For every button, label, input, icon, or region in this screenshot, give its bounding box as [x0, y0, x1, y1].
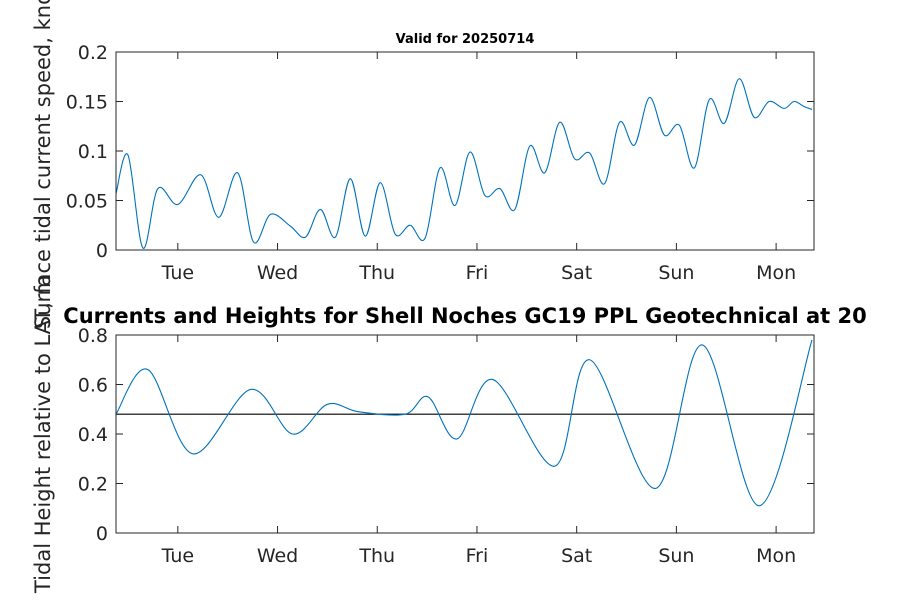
x-tick-label: Sat — [561, 545, 592, 567]
x-tick-label: Tue — [161, 262, 194, 284]
x-tick-label: Sun — [658, 262, 694, 284]
x-tick-label: Wed — [257, 262, 298, 284]
current-speed-line — [115, 78, 813, 249]
x-tick-label: Wed — [257, 545, 298, 567]
y-tick-label: 0.2 — [78, 42, 108, 64]
tidal-height-line — [115, 339, 813, 507]
y-tick-label: 0.4 — [78, 424, 108, 446]
x-tick-label: Fri — [466, 262, 489, 284]
y-tick-label: 0.15 — [66, 92, 108, 114]
x-tick-label: Mon — [756, 262, 796, 284]
current-speed-panel: Valid for 20250714 0 0.05 0.1 0.15 0.2 Tue We… — [66, 32, 815, 284]
axes-box — [115, 334, 815, 534]
chart-title-current-speed: Valid for 20250714 — [396, 32, 535, 47]
chart-title-tidal-height: Currents and Heights for Shell Noches GC… — [63, 304, 866, 328]
x-tick-label: Mon — [756, 545, 796, 567]
x-tick-labels: Tue Wed Thu Fri Sat Sun Mon — [161, 335, 796, 567]
x-tick-label: Sat — [561, 262, 592, 284]
x-tick-label: Thu — [358, 545, 395, 567]
y-tick-labels: 0 0.2 0.4 0.6 0.8 — [78, 325, 814, 545]
y-tick-label: 0 — [96, 240, 108, 262]
x-tick-label: Sun — [658, 545, 694, 567]
x-tick-label: Fri — [466, 545, 489, 567]
y-axis-label-tidal-height: Tidal Height relative to LAT, m — [31, 275, 55, 594]
x-tick-labels: Tue Wed Thu Fri Sat Sun Mon — [161, 52, 796, 284]
y-tick-label: 0.8 — [78, 325, 108, 347]
y-tick-label: 0 — [96, 523, 108, 545]
y-tick-label: 0.2 — [78, 474, 108, 496]
y-axis-label-current-speed: Surface tidal current speed, knots — [31, 0, 55, 329]
y-tick-labels: 0 0.05 0.1 0.15 0.2 — [66, 42, 814, 262]
axes-box — [115, 51, 815, 251]
y-tick-label: 0.05 — [66, 191, 108, 213]
x-tick-label: Thu — [358, 262, 395, 284]
y-tick-label: 0.1 — [78, 141, 108, 163]
tidal-height-panel: 0 0.2 0.4 0.6 0.8 Tue Wed Thu Fri Sat Sun Mon Curr… — [63, 304, 866, 567]
y-tick-label: 0.6 — [78, 375, 108, 397]
x-tick-label: Tue — [161, 545, 194, 567]
